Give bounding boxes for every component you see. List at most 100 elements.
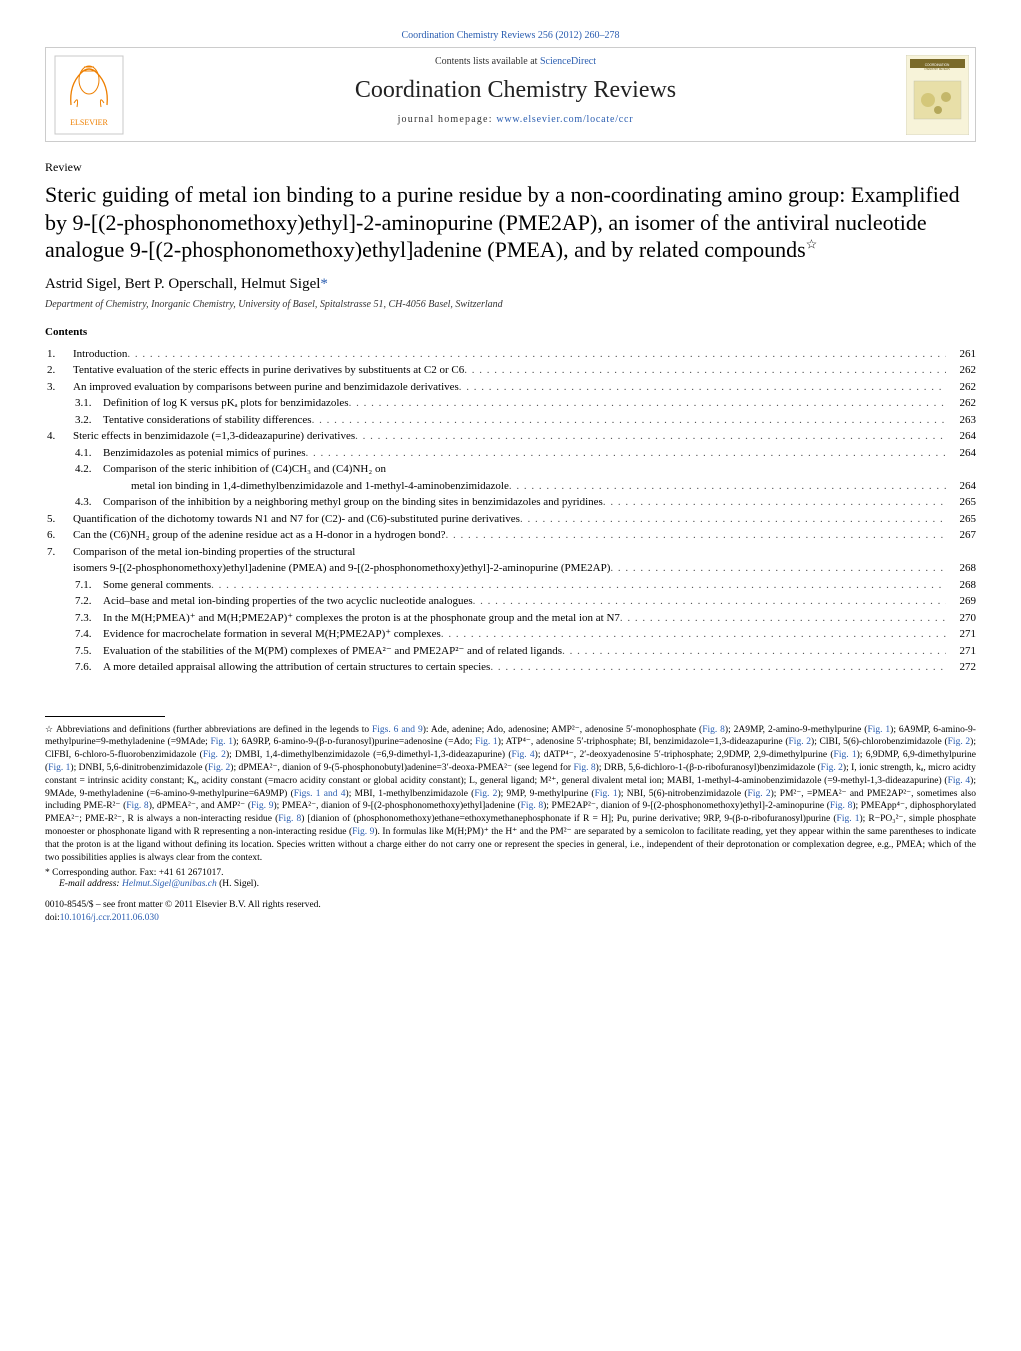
corresponding-author-link[interactable]: * [320, 276, 328, 292]
toc-text: An improved evaluation by comparisons be… [73, 379, 459, 396]
toc-text: Benzimidazoles as potenial mimics of pur… [103, 445, 306, 462]
figure-ref-link[interactable]: Fig. 8 [126, 801, 148, 811]
figure-ref-link[interactable]: Fig. 2 [208, 763, 230, 773]
toc-leader [306, 445, 946, 462]
toc-number: 4.1. [73, 445, 103, 462]
figure-ref-link[interactable]: Fig. 1 [475, 737, 498, 747]
figure-ref-link[interactable]: Fig. 2 [474, 789, 497, 799]
toc-number: 6. [45, 527, 73, 544]
toc-entry: 4.2.Comparison of the steric inhibition … [45, 461, 976, 494]
toc-leader [312, 412, 946, 429]
toc-leader [603, 494, 946, 511]
toc-leader [441, 626, 946, 643]
figure-ref-link[interactable]: Fig. 8 [521, 801, 543, 811]
toc-page: 263 [946, 412, 976, 429]
figure-ref-link[interactable]: Fig. 2 [948, 737, 971, 747]
toc-leader [464, 362, 946, 379]
toc-page: 271 [946, 626, 976, 643]
toc-number: 3. [45, 379, 73, 396]
figure-ref-link[interactable]: Fig. 1 [48, 763, 70, 773]
figure-ref-link[interactable]: Fig. 1 [837, 814, 860, 824]
toc-text: Tentative considerations of stability di… [103, 412, 312, 429]
toc-entry: 7.Comparison of the metal ion-binding pr… [45, 544, 976, 577]
toc-entry: 3.1.Definition of log K versus pKₐ plots… [45, 395, 976, 412]
toc-leader [610, 560, 946, 577]
figure-ref-link[interactable]: Fig. 4 [948, 776, 971, 786]
toc-number: 3.2. [73, 412, 103, 429]
figure-ref-link[interactable]: Fig. 8 [830, 801, 852, 811]
figure-ref-link[interactable]: Fig. 1 [834, 750, 857, 760]
toc-page: 268 [946, 577, 976, 594]
journal-header: ELSEVIER Contents lists available at Sci… [45, 47, 976, 142]
toc-entry: 6.Can the (C6)NH₂ group of the adenine r… [45, 527, 976, 544]
toc-entry: 7.3.In the M(H;PMEA)⁺ and M(H;PME2AP)⁺ c… [45, 610, 976, 627]
toc-text: Acid–base and metal ion-binding properti… [103, 593, 473, 610]
toc-entry: 4.3.Comparison of the inhibition by a ne… [45, 494, 976, 511]
toc-entry: 7.6.A more detailed appraisal allowing t… [45, 659, 976, 676]
toc-page: 271 [946, 643, 976, 660]
toc-page: 267 [946, 527, 976, 544]
figure-ref-link[interactable]: Fig. 8 [278, 814, 301, 824]
table-of-contents: 1.Introduction2612.Tentative evaluation … [45, 346, 976, 676]
toc-text: Some general comments [103, 577, 211, 594]
toc-text: Evaluation of the stabilities of the M(P… [103, 643, 562, 660]
figure-ref-link[interactable]: Fig. 2 [789, 737, 812, 747]
contents-available: Contents lists available at ScienceDirec… [131, 56, 900, 67]
svg-text:COORDINATION: COORDINATION [925, 63, 950, 67]
figure-ref-link[interactable]: Fig. 8 [573, 763, 595, 773]
toc-number: 4.2. [73, 461, 103, 478]
toc-text: Definition of log K versus pKₐ plots for… [103, 395, 349, 412]
toc-entry: 3.2.Tentative considerations of stabilit… [45, 412, 976, 429]
figure-ref-link[interactable]: Fig. 1 [595, 789, 618, 799]
figure-ref-link[interactable]: Figs. 6 and 9 [372, 725, 423, 735]
toc-page: 262 [946, 379, 976, 396]
toc-number: 2. [45, 362, 73, 379]
doi-link[interactable]: 10.1016/j.ccr.2011.06.030 [60, 913, 159, 923]
toc-number: 7. [45, 544, 73, 561]
authors: Astrid Sigel, Bert P. Operschall, Helmut… [45, 276, 976, 293]
toc-page: 262 [946, 395, 976, 412]
toc-number: 1. [45, 346, 73, 363]
email-link[interactable]: Helmut.Sigel@unibas.ch [122, 879, 217, 889]
toc-page: 272 [946, 659, 976, 676]
toc-entry: 1.Introduction 261 [45, 346, 976, 363]
toc-leader [127, 346, 946, 363]
toc-number: 4. [45, 428, 73, 445]
toc-page: 264 [946, 478, 976, 495]
toc-leader [490, 659, 946, 676]
toc-text: Introduction [73, 346, 127, 363]
figure-ref-link[interactable]: Fig. 4 [512, 750, 535, 760]
figure-ref-link[interactable]: Fig. 9 [352, 827, 374, 837]
toc-text: Evidence for macrochelate formation in s… [103, 626, 441, 643]
toc-entry: 2.Tentative evaluation of the steric eff… [45, 362, 976, 379]
toc-number: 7.6. [73, 659, 103, 676]
toc-number: 7.1. [73, 577, 103, 594]
figure-ref-link[interactable]: Fig. 2 [821, 763, 843, 773]
toc-text: Tentative evaluation of the steric effec… [73, 362, 464, 379]
figure-ref-link[interactable]: Fig. 2 [203, 750, 226, 760]
sciencedirect-link[interactable]: ScienceDirect [540, 56, 596, 67]
figure-ref-link[interactable]: Fig. 9 [251, 801, 273, 811]
top-citation[interactable]: Coordination Chemistry Reviews 256 (2012… [45, 30, 976, 41]
figure-ref-link[interactable]: Fig. 1 [867, 725, 890, 735]
figure-ref-link[interactable]: Fig. 8 [702, 725, 725, 735]
toc-page: 262 [946, 362, 976, 379]
homepage-link[interactable]: www.elsevier.com/locate/ccr [496, 114, 633, 125]
toc-text: In the M(H;PMEA)⁺ and M(H;PME2AP)⁺ compl… [103, 610, 620, 627]
toc-leader [509, 478, 946, 495]
copyright: 0010-8545/$ – see front matter © 2011 El… [45, 899, 976, 924]
toc-leader [459, 379, 946, 396]
corresponding-author: * Corresponding author. Fax: +41 61 2671… [45, 868, 976, 878]
journal-title: Coordination Chemistry Reviews [131, 77, 900, 104]
toc-page: 268 [946, 560, 976, 577]
figure-ref-link[interactable]: Fig. 2 [748, 789, 771, 799]
toc-entry: 5.Quantification of the dichotomy toward… [45, 511, 976, 528]
toc-text: Steric effects in benzimidazole (=1,3-di… [73, 428, 355, 445]
figure-ref-link[interactable]: Fig. 1 [210, 737, 233, 747]
figure-ref-link[interactable]: Figs. 1 and 4 [294, 789, 346, 799]
toc-leader [355, 428, 946, 445]
toc-page: 261 [946, 346, 976, 363]
toc-text: A more detailed appraisal allowing the a… [103, 659, 490, 676]
toc-leader [620, 610, 946, 627]
toc-text: Can the (C6)NH₂ group of the adenine res… [73, 527, 446, 544]
